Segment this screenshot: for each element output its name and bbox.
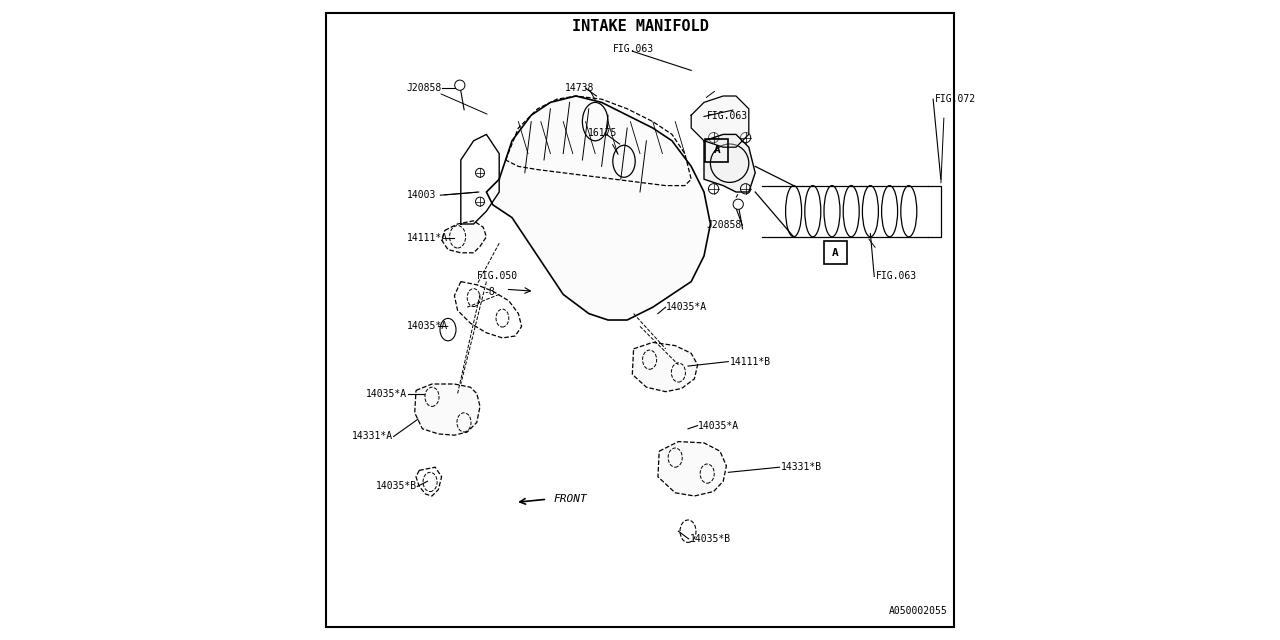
Polygon shape: [704, 134, 755, 192]
Text: 14003: 14003: [407, 190, 436, 200]
Text: FIG.063: FIG.063: [613, 44, 654, 54]
Polygon shape: [486, 96, 710, 320]
Text: J20858: J20858: [707, 220, 742, 230]
Polygon shape: [415, 384, 480, 435]
Circle shape: [733, 199, 744, 209]
Text: 14331*A: 14331*A: [352, 431, 393, 442]
Text: A050002055: A050002055: [888, 605, 947, 616]
Text: 14035*A: 14035*A: [666, 302, 707, 312]
Text: FRONT: FRONT: [554, 494, 588, 504]
Text: 14035*B: 14035*B: [690, 534, 731, 544]
Text: -8: -8: [484, 287, 495, 298]
Text: FIG.063: FIG.063: [708, 111, 749, 122]
Text: J20858: J20858: [407, 83, 442, 93]
Text: 14035*A: 14035*A: [407, 321, 448, 332]
Text: 14111*A: 14111*A: [407, 233, 448, 243]
Text: A: A: [832, 248, 838, 258]
Text: FIG.072: FIG.072: [934, 94, 975, 104]
Text: 14111*B: 14111*B: [730, 356, 771, 367]
Text: 14035*B: 14035*B: [376, 481, 417, 492]
Polygon shape: [691, 96, 749, 147]
Text: 14738: 14738: [566, 83, 594, 93]
Text: 16175: 16175: [588, 128, 617, 138]
Polygon shape: [632, 342, 698, 392]
Text: FIG.063: FIG.063: [876, 271, 916, 282]
Circle shape: [476, 197, 485, 206]
Text: 14035*A: 14035*A: [698, 420, 739, 431]
Text: 14331*B: 14331*B: [781, 462, 822, 472]
Text: 14035*A: 14035*A: [366, 388, 407, 399]
Circle shape: [476, 168, 485, 177]
Text: A: A: [713, 145, 721, 156]
Polygon shape: [658, 442, 727, 496]
Text: INTAKE MANIFOLD: INTAKE MANIFOLD: [572, 19, 708, 34]
Text: FIG.050: FIG.050: [477, 271, 518, 282]
Circle shape: [454, 80, 465, 90]
Polygon shape: [442, 221, 486, 253]
